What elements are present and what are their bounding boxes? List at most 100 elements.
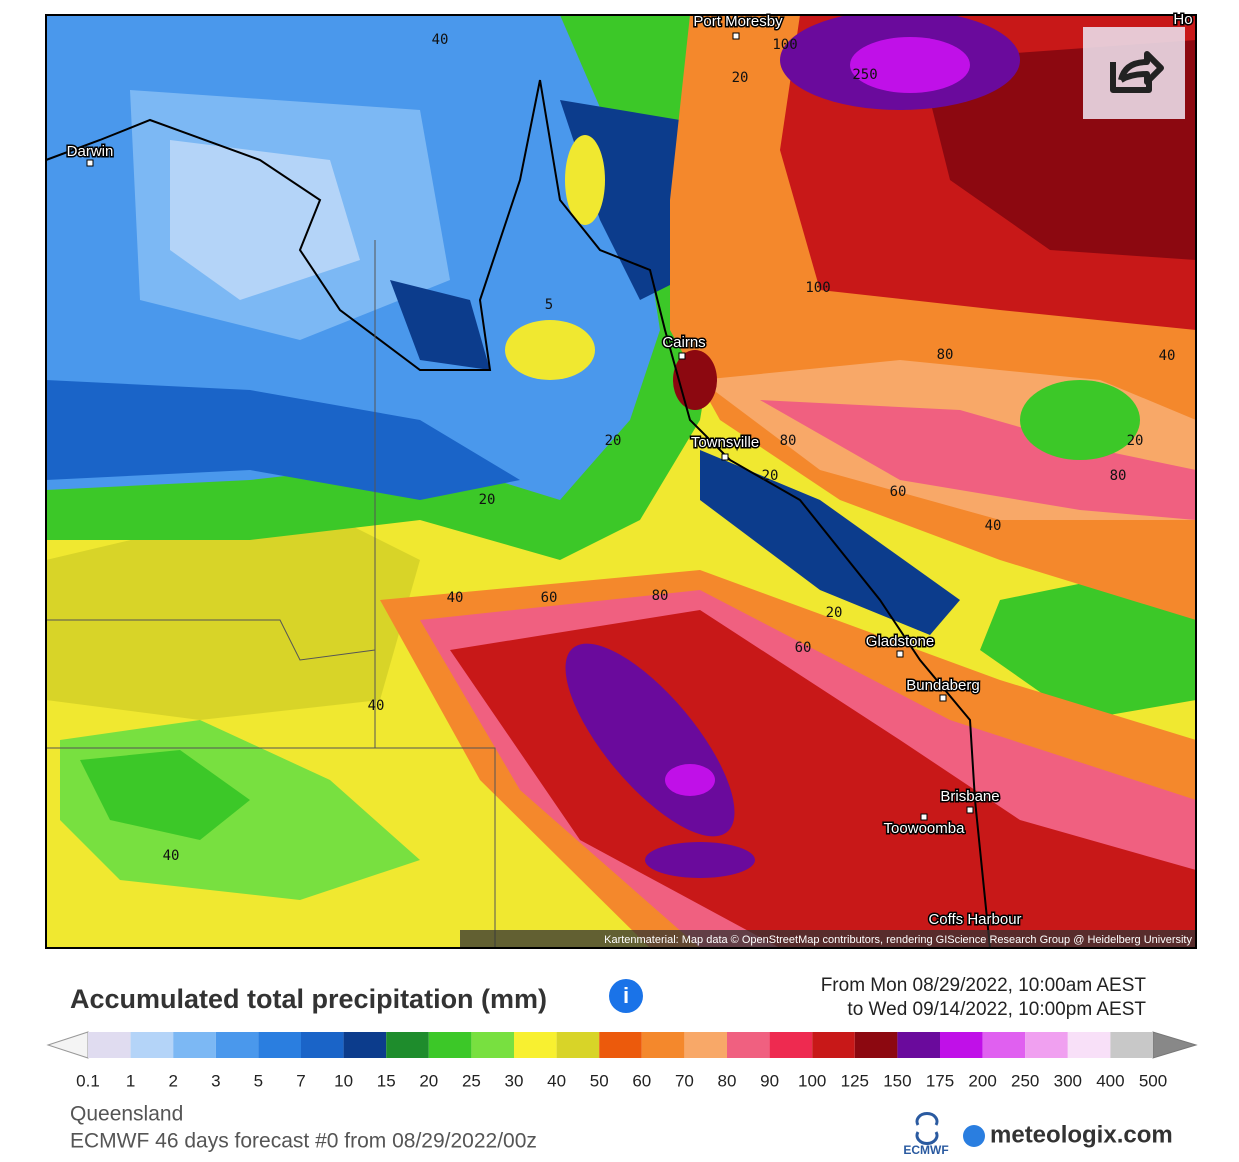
color-box (812, 1032, 855, 1058)
period-end: to Wed 09/14/2022, 10:00pm AEST (847, 999, 1146, 1020)
legend-tick-label: 0.1 (76, 1071, 100, 1090)
contour-label: 40 (432, 32, 449, 48)
legend-tick-label: 2 (168, 1071, 177, 1090)
color-box (428, 1032, 472, 1058)
color-box (258, 1032, 301, 1058)
legend-tick-label: 200 (968, 1071, 996, 1090)
color-box (514, 1032, 557, 1058)
period-start: From Mon 08/29/2022, 10:00am AEST (821, 975, 1147, 996)
color-box (982, 1032, 1026, 1058)
legend-tick-label: 50 (590, 1071, 609, 1090)
color-box (641, 1032, 685, 1058)
legend-tick-label: 70 (675, 1071, 694, 1090)
city-label: Bundaberg (906, 677, 979, 694)
contour-label: 80 (652, 588, 669, 604)
contour-label: 40 (1159, 348, 1176, 364)
legend-tick-label: 300 (1054, 1071, 1082, 1090)
legend-tick-label: 125 (841, 1071, 869, 1090)
city-marker (721, 453, 729, 461)
legend-tick-label: 175 (926, 1071, 954, 1090)
city-label: Coffs Harbour (928, 911, 1021, 928)
legend-tick-label: 25 (462, 1071, 481, 1090)
color-box (173, 1032, 216, 1058)
legend-tick-label: 20 (419, 1071, 438, 1090)
legend-title: Accumulated total precipitation (mm) (70, 984, 547, 1014)
legend-tick-label: 1 (126, 1071, 135, 1090)
legend-tick-label: 40 (547, 1071, 566, 1090)
color-box (940, 1032, 983, 1058)
contour-label: 40 (447, 590, 464, 606)
legend-tick-label: 30 (505, 1071, 524, 1090)
contour-label: 20 (732, 70, 749, 86)
city-marker (678, 352, 686, 360)
color-box (769, 1032, 813, 1058)
city-label: Darwin (67, 143, 114, 160)
contour-label: 60 (795, 640, 812, 656)
contour-label: 20 (1127, 433, 1144, 449)
contour-label: 80 (780, 433, 797, 449)
city-marker (732, 32, 740, 40)
contour-label: 100 (772, 37, 797, 53)
legend-tick-label: 80 (718, 1071, 737, 1090)
contour-label: 20 (826, 605, 843, 621)
share-button[interactable] (1083, 27, 1185, 119)
contour-label: 60 (541, 590, 558, 606)
legend-tick-label: 5 (254, 1071, 263, 1090)
city-label: Port Moresby (693, 13, 783, 30)
color-box (88, 1032, 131, 1058)
color-box (386, 1032, 429, 1058)
color-box (343, 1032, 387, 1058)
contour-label: 80 (1110, 468, 1127, 484)
city-marker (86, 159, 94, 167)
legend-tick-label: 15 (377, 1071, 396, 1090)
color-box (1110, 1032, 1153, 1058)
color-box (599, 1032, 642, 1058)
city-label: Gladstone (866, 633, 934, 650)
legend-tick-label: 3 (211, 1071, 220, 1090)
info-icon[interactable]: i (609, 979, 643, 1013)
city-label: Townsville (691, 434, 759, 451)
contour-label: 5 (545, 297, 553, 313)
city-label: Cairns (662, 334, 705, 351)
contour-label: 80 (937, 347, 954, 363)
color-box (301, 1032, 344, 1058)
color-box (684, 1032, 727, 1058)
legend-tick-label: 90 (760, 1071, 779, 1090)
city-marker (939, 694, 947, 702)
ecmwf-logo: ECMWF (903, 1143, 948, 1157)
contour-label: 250 (852, 67, 877, 83)
legend-tick-label: 10 (334, 1071, 353, 1090)
contour-label: 40 (163, 848, 180, 864)
legend-tick-label: 400 (1096, 1071, 1124, 1090)
city-marker (920, 813, 928, 821)
color-box (1067, 1032, 1111, 1058)
color-box (130, 1032, 174, 1058)
legend-tick-label: 250 (1011, 1071, 1039, 1090)
legend-tick-label: 7 (296, 1071, 305, 1090)
meteologix-logo: meteologix.com (990, 1121, 1173, 1148)
precipitation-map: Kartenmaterial: Map data © OpenStreetMap… (46, 15, 1196, 948)
contour-label: 20 (762, 468, 779, 484)
contour-label: 40 (985, 518, 1002, 534)
contour-label: 60 (890, 484, 907, 500)
footer-model: ECMWF 46 days forecast #0 from 08/29/202… (70, 1130, 537, 1153)
contour-label: 20 (479, 492, 496, 508)
legend-tick-label: 500 (1139, 1071, 1167, 1090)
legend-tick-label: 60 (632, 1071, 651, 1090)
color-box (556, 1032, 600, 1058)
footer-region: Queensland (70, 1103, 183, 1126)
city-label: Brisbane (940, 788, 999, 805)
color-box (727, 1032, 770, 1058)
contour-label: 100 (805, 280, 830, 296)
color-box (897, 1032, 940, 1058)
color-box (215, 1032, 259, 1058)
map-attribution: Kartenmaterial: Map data © OpenStreetMap… (604, 934, 1192, 946)
legend-tick-label: 150 (883, 1071, 911, 1090)
city-marker (896, 650, 904, 658)
contour-label: 40 (368, 698, 385, 714)
svg-text:i: i (623, 983, 629, 1008)
contour-label: 20 (605, 433, 622, 449)
city-label: Ho (1173, 11, 1192, 28)
color-box (471, 1032, 514, 1058)
city-marker (966, 806, 974, 814)
